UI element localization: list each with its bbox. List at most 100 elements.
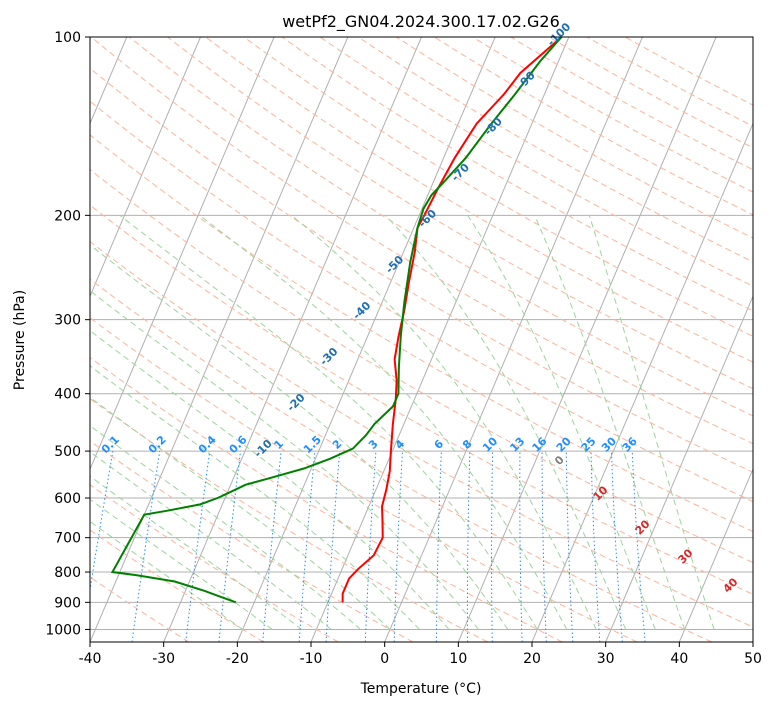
mixing-ratio-line <box>298 451 316 642</box>
mixing-ratio-line <box>590 451 601 642</box>
x-tick-label: 20 <box>523 651 541 667</box>
moist-adiabat-label: -50 <box>383 253 406 276</box>
isotherm-line <box>531 122 753 642</box>
isotherm-line <box>236 37 496 642</box>
dry-adiabat-line <box>129 37 753 417</box>
mixing-ratio-label: 25 <box>579 435 599 455</box>
isotherm-line <box>384 37 643 642</box>
moist-adiabat-label: -20 <box>284 391 307 414</box>
moist-adiabat-label: -30 <box>317 345 340 368</box>
dry-adiabat-line <box>243 37 753 337</box>
chart-title: wetPf2_GN04.2024.300.17.02.G26 <box>282 12 560 32</box>
isotherm-line <box>90 37 349 642</box>
plot-frame <box>89 36 754 643</box>
dry-adiabat-line <box>281 37 753 312</box>
dewpoint-line <box>110 37 563 604</box>
dry-adiabat-line <box>357 37 753 263</box>
x-tick-label: -30 <box>152 651 175 667</box>
mixing-ratio-line <box>131 451 161 642</box>
moist-adiabat-line <box>90 475 302 630</box>
dry-adiabat-line <box>90 168 753 564</box>
mixing-ratio-label: 8 <box>460 437 475 452</box>
dry-adiabat-line <box>90 37 753 445</box>
isotherm-line <box>605 295 753 642</box>
moist-adiabat-line <box>119 214 538 630</box>
moist-adiabat-line <box>90 520 243 630</box>
moist-adiabat-line <box>90 330 450 630</box>
mixing-ratio-label: 6 <box>432 437 447 452</box>
moist-adiabat-line <box>90 244 509 630</box>
y-axis: 100 200 300 400 500 600 700 800 900 1000 <box>45 30 90 638</box>
dry-adiabat-line <box>90 397 488 642</box>
x-axis: -40 -30 -20 -10 0 10 20 30 40 50 <box>79 642 762 667</box>
dry-adiabat-line <box>90 241 753 628</box>
moist-adiabat-label: 10 <box>591 483 611 503</box>
dry-adiabat-line <box>90 278 712 642</box>
mixing-ratio-label: 13 <box>507 435 527 455</box>
y-tick-label: 400 <box>54 387 81 403</box>
isotherm-line <box>752 640 753 642</box>
y-tick-label: 800 <box>54 565 81 581</box>
mixing-ratio-label: 0.4 <box>196 433 219 456</box>
dry-adiabat-line <box>548 37 753 149</box>
mixing-ratio-line <box>185 451 211 642</box>
moist-adiabat-label: 40 <box>721 575 741 595</box>
mixing-ratio-line <box>90 451 114 593</box>
mixing-ratio-label: 0.6 <box>227 433 250 456</box>
moist-adiabat-line <box>385 214 627 630</box>
isotherm-line <box>678 467 753 642</box>
moist-adiabat-label: 20 <box>633 517 653 537</box>
moist-adiabat-line <box>199 214 568 630</box>
mixing-ratio-line <box>491 451 494 642</box>
moist-adiabat-line <box>90 451 332 630</box>
x-tick-label: 50 <box>744 651 762 667</box>
mixing-ratio-label: 2 <box>330 437 345 452</box>
y-axis-label: Pressure (hPa) <box>12 290 28 390</box>
temperature-line <box>341 37 563 603</box>
mixing-ratio-line <box>466 451 471 642</box>
moist-adiabat-line <box>90 498 273 630</box>
moist-adiabat-label: -80 <box>482 115 505 138</box>
y-tick-label: 100 <box>54 30 81 46</box>
dry-adiabat-line <box>90 440 414 642</box>
dry-adiabat-line <box>90 576 190 642</box>
mixing-ratio-label: 0.1 <box>99 433 122 456</box>
mixing-ratio-line <box>218 451 242 642</box>
mixing-ratio-line <box>610 451 623 642</box>
mixing-ratio-line <box>262 451 282 642</box>
isotherm-line <box>90 37 201 298</box>
y-tick-label: 700 <box>54 531 81 547</box>
moist-adiabat-label: -40 <box>350 299 373 322</box>
moist-adiabat-line <box>90 365 420 630</box>
isotherm-line <box>90 37 275 471</box>
x-tick-label: 0 <box>380 651 389 667</box>
moist-adiabat-line <box>90 396 391 630</box>
x-tick-label: 30 <box>597 651 615 667</box>
moist-adiabat-label: -60 <box>416 207 439 230</box>
x-tick-label: -10 <box>300 651 323 667</box>
isotherm-line <box>457 37 717 642</box>
x-tick-label: -40 <box>79 651 102 667</box>
mixing-ratio-line <box>435 451 442 642</box>
x-tick-label: -20 <box>226 651 249 667</box>
x-tick-label: 40 <box>670 651 688 667</box>
reference-lines <box>90 37 753 642</box>
dry-adiabat-line <box>90 204 753 595</box>
moist-adiabat-line <box>90 425 361 630</box>
moist-adiabat-label: -90 <box>515 69 538 92</box>
y-tick-label: 500 <box>54 444 81 460</box>
y-tick-label: 200 <box>54 208 81 224</box>
y-tick-label: 1000 <box>45 622 81 638</box>
x-axis-label: Temperature (°C) <box>360 681 482 697</box>
moist-adiabat-label: -10 <box>252 437 275 460</box>
dry-adiabat-line <box>90 134 753 533</box>
moist-adiabat-label: 30 <box>676 546 696 566</box>
dry-adiabat-line <box>90 484 339 642</box>
mixing-ratio-line <box>565 451 574 642</box>
isotherm-line <box>163 37 422 642</box>
mixing-ratio-label: 4 <box>393 437 408 452</box>
dry-adiabat-line <box>90 317 638 642</box>
mixing-ratio-label: 1.5 <box>301 433 324 456</box>
moist-adiabat-line <box>467 215 656 630</box>
